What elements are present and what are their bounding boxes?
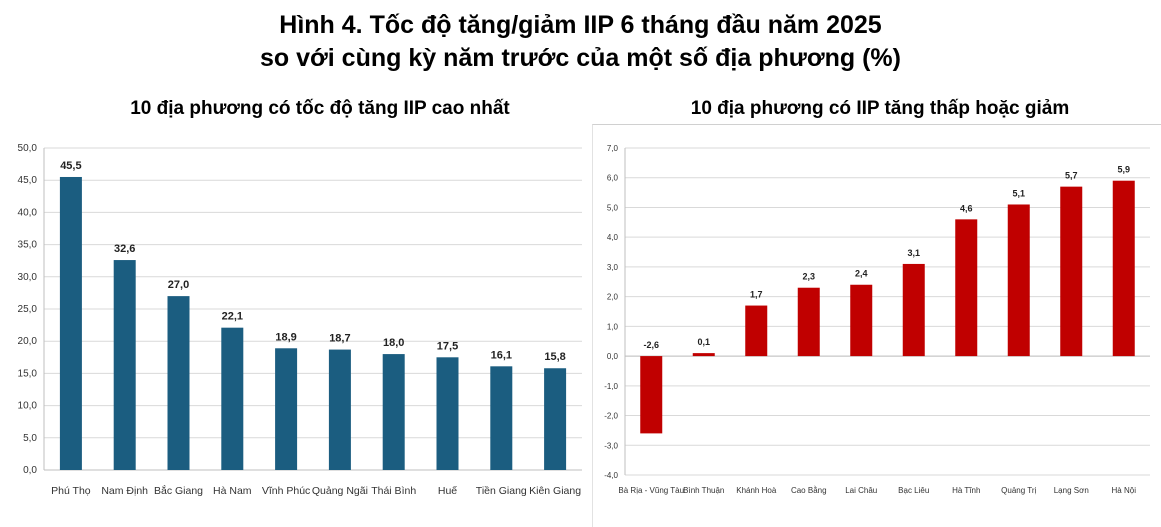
- right-ytick-label: -1,0: [604, 382, 618, 391]
- right-ytick-label: 5,0: [607, 203, 619, 212]
- left-category-label: Thái Bình: [371, 485, 416, 497]
- left-data-label: 18,9: [275, 331, 296, 343]
- left-bar: [382, 354, 405, 470]
- left-ytick-label: 35,0: [18, 240, 38, 251]
- right-data-label: 0,1: [697, 337, 710, 347]
- left-ytick-label: 40,0: [18, 207, 38, 218]
- left-ytick-label: 45,0: [18, 175, 38, 186]
- right-ytick-label: 0,0: [607, 352, 619, 361]
- left-category-label: Huế: [438, 485, 457, 497]
- left-data-label: 27,0: [168, 279, 189, 291]
- left-data-label: 16,1: [491, 349, 512, 361]
- right-bar: [1060, 186, 1083, 357]
- right-data-label: 5,9: [1117, 165, 1130, 175]
- right-bar: [955, 219, 978, 357]
- left-bar: [113, 260, 136, 470]
- right-bar: [745, 305, 768, 357]
- left-data-label: 45,5: [60, 160, 81, 172]
- left-ytick-label: 50,0: [18, 143, 38, 154]
- right-category-label: Khánh Hoà: [736, 486, 777, 495]
- right-data-label: 3,1: [907, 248, 920, 258]
- left-category-label: Kiên Giang: [529, 485, 581, 497]
- right-bar: [1112, 180, 1135, 357]
- right-bar: [797, 287, 820, 357]
- right-category-label: Cao Bằng: [791, 486, 827, 495]
- left-ytick-label: 5,0: [23, 433, 37, 444]
- right-data-label: 1,7: [750, 290, 763, 300]
- left-ytick-label: 15,0: [18, 368, 38, 379]
- right-category-label: Bình Thuận: [683, 486, 724, 495]
- right-category-label: Lai Châu: [845, 486, 877, 495]
- right-bar: [692, 353, 715, 357]
- right-category-label: Hà Tĩnh: [952, 486, 980, 495]
- left-ytick-label: 20,0: [18, 336, 38, 347]
- right-data-label: 5,7: [1065, 171, 1078, 181]
- left-data-label: 32,6: [114, 243, 135, 255]
- right-ytick-label: 4,0: [607, 233, 619, 242]
- right-category-label: Quảng Trị: [1001, 486, 1036, 495]
- left-bar: [544, 368, 567, 470]
- right-category-label: Bà Rịa - Vũng Tàu: [618, 486, 684, 495]
- right-bar: [1007, 204, 1030, 357]
- left-chart-panel: 0,0 5,0 10,0 15,0 20,0 25,0 30,0 35,0 40,0 45,0 50…: [0, 124, 590, 526]
- left-category-label: Vĩnh Phúc: [262, 485, 310, 497]
- left-ytick-label: 10,0: [18, 401, 38, 412]
- figure-title-line2: so với cùng kỳ năm trước của một số địa …: [259, 44, 901, 72]
- left-bar-chart: 0,0 5,0 10,0 15,0 20,0 25,0 30,0 35,0 40,0 45,0 50…: [18, 143, 582, 497]
- right-ytick-label: 6,0: [607, 174, 619, 183]
- left-category-label: Quảng Ngãi: [312, 485, 368, 497]
- left-bar: [221, 327, 244, 470]
- left-ytick-label: 25,0: [18, 304, 38, 315]
- right-ytick-label: 7,0: [607, 144, 619, 153]
- right-ytick-label: 1,0: [607, 322, 619, 331]
- left-category-label: Bắc Giang: [154, 484, 203, 497]
- left-bar: [167, 296, 190, 470]
- right-bar: [850, 284, 873, 357]
- right-bar-chart: -4,0 -3,0 -2,0 -1,0 0,0 1,0 2,0 3,0 4,0 5,0 6,0 7,0…: [604, 144, 1150, 495]
- right-category-label: Bạc Liêu: [898, 486, 929, 495]
- left-bar: [275, 348, 298, 470]
- right-category-label: Hà Nội: [1112, 486, 1137, 495]
- left-category-label: Nam Định: [101, 485, 148, 497]
- left-ytick-label: 30,0: [18, 272, 38, 283]
- left-data-label: 18,0: [383, 337, 404, 349]
- right-data-label: 4,6: [960, 203, 973, 213]
- left-bar: [436, 357, 459, 470]
- right-chart-title: 10 địa phương có IIP tăng thấp hoặc giảm: [690, 98, 1070, 119]
- left-category-label: Tiền Giang: [476, 485, 527, 497]
- right-category-label: Lạng Sơn: [1054, 486, 1089, 495]
- left-data-label: 17,5: [437, 340, 458, 352]
- left-data-label: 22,1: [222, 311, 243, 323]
- right-bar: [902, 263, 925, 357]
- right-ytick-label: -4,0: [604, 471, 618, 480]
- right-data-label: 2,4: [855, 269, 868, 279]
- left-bar: [490, 366, 513, 470]
- right-ytick-label: -3,0: [604, 441, 618, 450]
- right-data-label: 2,3: [802, 272, 815, 282]
- left-data-label: 15,8: [544, 351, 565, 363]
- right-data-label: -2,6: [643, 340, 659, 350]
- right-data-label: 5,1: [1012, 188, 1025, 198]
- right-ytick-label: 3,0: [607, 263, 619, 272]
- right-ytick-label: -2,0: [604, 412, 618, 421]
- left-bar: [328, 349, 351, 470]
- left-bar: [59, 176, 82, 471]
- left-ytick-label: 0,0: [23, 465, 37, 476]
- left-chart-title: 10 địa phương có tốc độ tăng IIP cao nhấ…: [130, 98, 510, 119]
- right-chart-panel: -4,0 -3,0 -2,0 -1,0 0,0 1,0 2,0 3,0 4,0 5,0 6,0 7,0…: [592, 124, 1161, 527]
- left-category-label: Hà Nam: [213, 485, 252, 497]
- left-category-label: Phú Thọ: [51, 485, 91, 497]
- left-data-label: 18,7: [329, 333, 350, 345]
- figure-title-line1: Hình 4. Tốc độ tăng/giảm IIP 6 tháng đầu…: [279, 11, 882, 39]
- right-ytick-label: 2,0: [607, 293, 619, 302]
- right-bar: [640, 356, 663, 434]
